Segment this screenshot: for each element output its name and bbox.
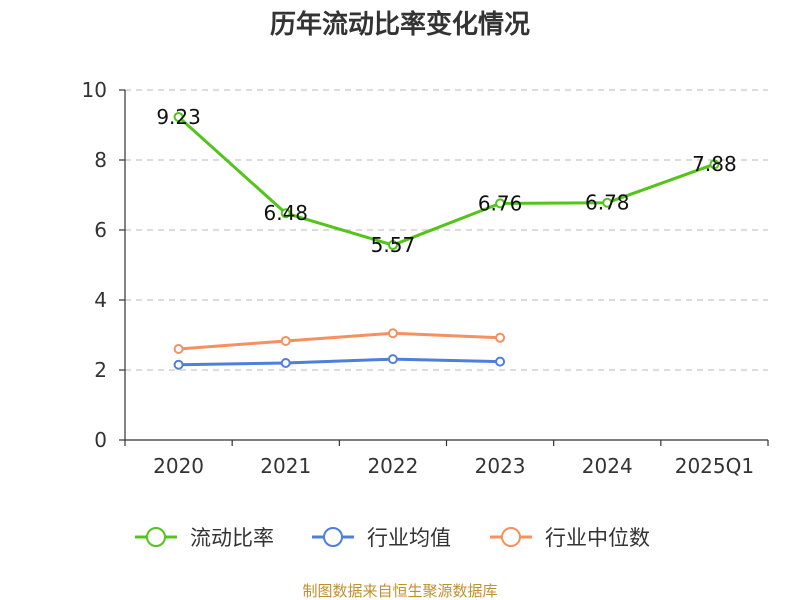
y-tick-label: 6 bbox=[94, 218, 107, 242]
data-point bbox=[495, 332, 506, 343]
legend-label-1: 行业均值 bbox=[367, 526, 451, 550]
x-tick-label: 2023 bbox=[475, 454, 526, 478]
data-point bbox=[387, 240, 398, 251]
data-point bbox=[280, 335, 291, 346]
legend: 流动比率 行业均值 行业中位数 bbox=[135, 526, 650, 550]
data-label: 6.78 bbox=[585, 191, 630, 215]
y-tick-label: 10 bbox=[82, 78, 107, 102]
data-label: 5.57 bbox=[371, 233, 416, 257]
data-label: 6.48 bbox=[263, 201, 308, 225]
data-point bbox=[173, 359, 184, 370]
axes: 0 2 4 6 8 10 2020 2021 2022 2023 2024 2025Q1 bbox=[82, 78, 769, 478]
series-line-2 bbox=[178, 331, 501, 351]
legend-marker-1 bbox=[323, 527, 343, 547]
data-point bbox=[495, 198, 506, 209]
chart-title: 历年流动比率变化情况 bbox=[270, 9, 530, 40]
data-label: 7.88 bbox=[692, 152, 737, 176]
data-point bbox=[387, 354, 398, 365]
legend-marker-0 bbox=[146, 527, 166, 547]
y-tick-label: 8 bbox=[94, 148, 107, 172]
series-line-0 bbox=[177, 115, 715, 247]
data-point bbox=[280, 208, 291, 219]
data-point bbox=[280, 358, 291, 368]
grid-lines bbox=[125, 89, 768, 371]
data-point bbox=[173, 111, 184, 122]
data-point bbox=[602, 197, 613, 208]
data-label: 9.23 bbox=[156, 105, 201, 129]
x-tick-label: 2022 bbox=[367, 454, 418, 478]
data-point bbox=[709, 159, 720, 170]
data-point bbox=[387, 328, 398, 339]
y-tick-label: 2 bbox=[94, 358, 107, 382]
legend-label-0: 流动比率 bbox=[190, 526, 274, 550]
data-labels: 9.23 6.48 5.57 6.76 6.78 7.88 bbox=[156, 105, 736, 257]
x-tick-label: 2021 bbox=[260, 454, 311, 478]
x-tick-label: 2024 bbox=[582, 454, 633, 478]
x-tick-label: 2020 bbox=[153, 454, 204, 478]
y-tick-label: 0 bbox=[94, 428, 107, 452]
data-point bbox=[495, 356, 506, 367]
x-tick-label: 2025Q1 bbox=[675, 454, 754, 478]
legend-label-2: 行业中位数 bbox=[545, 526, 650, 550]
legend-marker-2 bbox=[501, 527, 521, 547]
data-label: 6.76 bbox=[478, 191, 523, 215]
y-tick-label: 4 bbox=[94, 288, 107, 312]
series-group bbox=[173, 111, 720, 370]
source-note: 制图数据来自恒生聚源数据库 bbox=[302, 582, 497, 600]
series-line-1 bbox=[178, 357, 501, 367]
data-point bbox=[173, 344, 184, 354]
